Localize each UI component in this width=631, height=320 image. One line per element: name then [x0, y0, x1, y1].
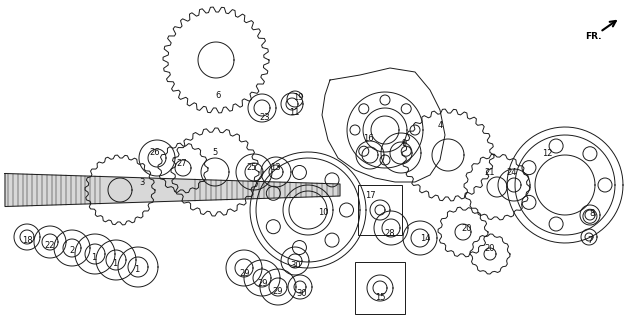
Text: 25: 25	[247, 163, 257, 172]
Text: 14: 14	[420, 234, 430, 243]
Polygon shape	[5, 173, 340, 206]
Text: 16: 16	[363, 133, 374, 142]
Text: 19: 19	[293, 92, 304, 101]
Text: 30: 30	[291, 261, 302, 270]
Bar	[358, 185, 402, 235]
Text: 1: 1	[134, 266, 139, 275]
Text: 18: 18	[21, 236, 32, 244]
Text: 7: 7	[587, 236, 593, 244]
Text: 21: 21	[485, 167, 495, 177]
Text: 22: 22	[45, 241, 56, 250]
Text: 23: 23	[260, 113, 270, 122]
Text: 10: 10	[318, 207, 328, 217]
Text: 17: 17	[365, 190, 375, 199]
Text: 11: 11	[289, 108, 299, 116]
Text: 28: 28	[385, 228, 395, 237]
Text: 29: 29	[273, 286, 283, 295]
Text: 30: 30	[297, 290, 307, 299]
Text: 9: 9	[401, 139, 406, 148]
Text: 27: 27	[177, 158, 187, 167]
Text: 20: 20	[462, 223, 472, 233]
Text: 26: 26	[150, 148, 160, 156]
Text: FR.: FR.	[585, 31, 601, 41]
Bar	[355, 262, 405, 314]
Text: 1: 1	[91, 252, 97, 261]
Text: 29: 29	[240, 268, 251, 277]
Text: 5: 5	[213, 148, 218, 156]
Text: 4: 4	[437, 121, 442, 130]
Text: 3: 3	[139, 178, 144, 187]
Text: 8: 8	[589, 209, 594, 218]
Text: 20: 20	[485, 244, 495, 252]
Text: 15: 15	[375, 293, 386, 302]
Text: 6: 6	[215, 91, 221, 100]
Text: 12: 12	[542, 148, 552, 157]
Text: 1: 1	[112, 259, 117, 268]
Text: 29: 29	[257, 278, 268, 287]
Text: 24: 24	[507, 167, 517, 177]
Text: 2: 2	[69, 245, 74, 254]
Text: 13: 13	[269, 163, 280, 172]
